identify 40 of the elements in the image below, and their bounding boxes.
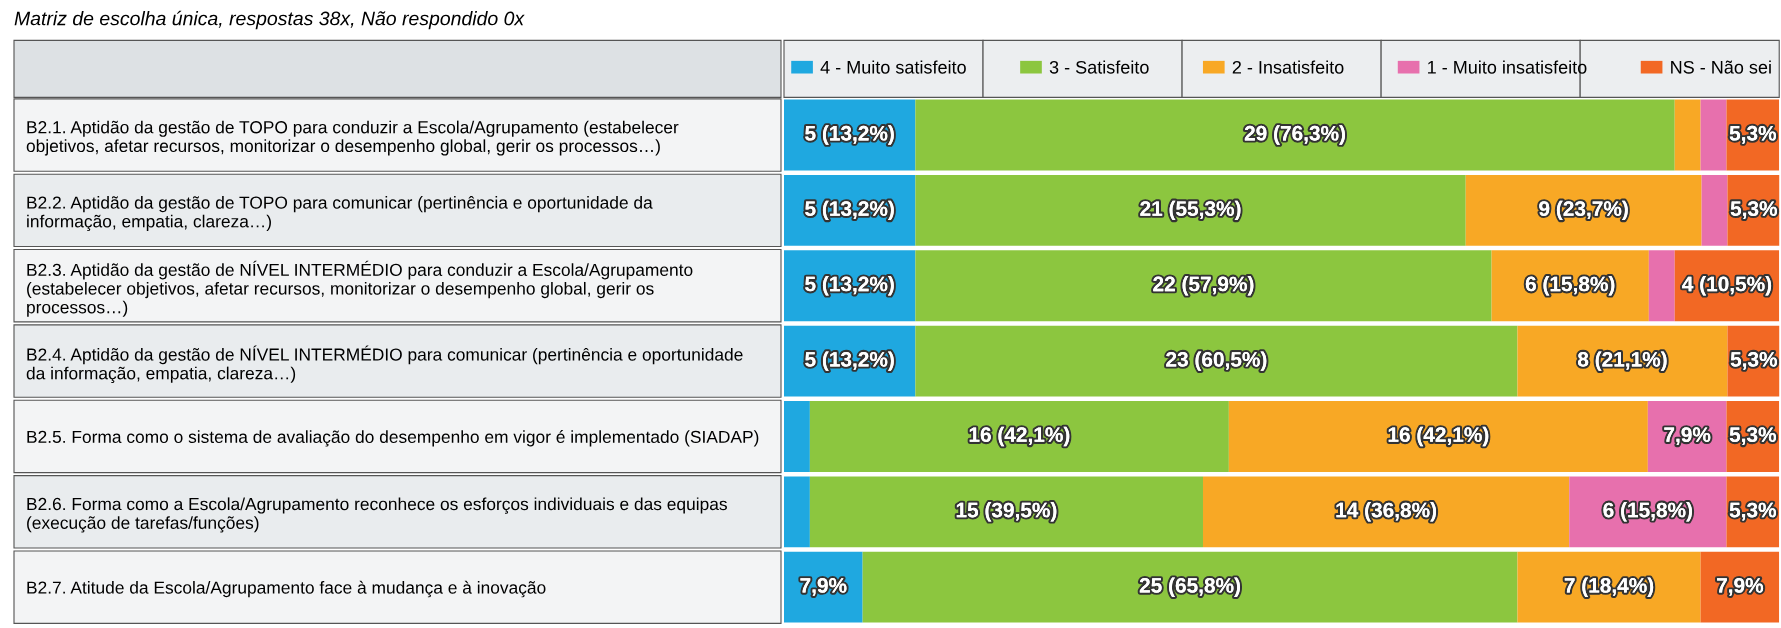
data-label: 5,3% (1729, 502, 1777, 521)
data-label: 6 (15,8%) (1603, 502, 1692, 522)
y-tick-label: B2.4. Aptidão da gestão de NÍVEL INTERMÉDIO para comunicar (pertinência e oportunidade da informação, empatia, clareza…) (26, 345, 743, 383)
data-label: 7,9% (800, 578, 847, 596)
data-label: 7,9% (1664, 427, 1711, 446)
data-label: 23 (60,5%) (1166, 351, 1267, 371)
y-tick-label: B2.1. Aptidão da gestão de TOPO para conduzir a Escola/Agrupamento (estabelecer objetivos, afetar recursos, monitorizar o desempenho global, gerir os processos…) (26, 120, 679, 156)
text: Matriz de escolha única, respostas 38x, Não respondido 0x (14, 10, 525, 30)
legend-label: 2 - Insatisfeito (1232, 60, 1344, 74)
data-label: 5,3% (1729, 125, 1777, 144)
data-label: 25 (65,8%) (1139, 577, 1240, 597)
data-label: 5,3% (1730, 351, 1778, 370)
data-label: 15 (39,5%) (956, 502, 1057, 522)
data-label: 16 (42,1%) (969, 426, 1070, 447)
data-label: 14 (36,8%) (1336, 502, 1437, 522)
data-label: 7,9% (1717, 578, 1764, 596)
data-label: 5,3% (1729, 427, 1777, 446)
data-label: 29 (76,3%) (1244, 125, 1345, 145)
legend-label: 4 - Muito satisfeito (820, 60, 966, 74)
data-label: 5 (13,2%) (805, 200, 894, 221)
legend-label: NS - Não sei (1671, 60, 1771, 74)
data-label: 5,3% (1730, 201, 1778, 219)
y-tick-label: B2.6. Forma como a Escola/Agrupamento reconhece os esforços individuais e das equipas (execução de tarefas/funções) (27, 497, 727, 533)
data-label: 6 (15,8%) (1525, 276, 1615, 296)
y-tick-label: B2.2. Aptidão da gestão de TOPO para comunicar (pertinência e oportunidade da informação, empatia, clareza…) (27, 195, 653, 231)
data-label: 16 (42,1%) (1388, 426, 1489, 447)
data-label: 9 (23,7%) (1539, 200, 1628, 221)
y-tick-label: B2.7. Atitude da Escola/Agrupamento face à mudança e à inovação (27, 580, 546, 598)
data-label: 5 (13,2%) (805, 125, 894, 145)
data-label: 5 (13,2%) (805, 351, 894, 371)
y-tick-label: B2.3. Aptidão da gestão de NÍVEL INTERMÉDIO para conduzir a Escola/Agrupamento (estabelecer objetivos, afetar recursos, monitorizar o desempenho global, gerir os processos…) (27, 260, 693, 317)
data-label: 21 (55,3%) (1140, 200, 1241, 221)
data-label: 4 (10,5%) (1682, 276, 1772, 296)
data-label: 5 (13,2%) (805, 276, 894, 296)
data-label: 7 (18,4%) (1564, 577, 1654, 597)
data-label: 22 (57,9%) (1153, 276, 1254, 296)
y-tick-label: B2.5. Forma como o sistema de avaliação do desempenho em vigor é implementado (SIADAP) (27, 430, 759, 447)
legend-label: 1 - Muito insatisfeito (1428, 60, 1587, 74)
data-label: 8 (21,1%) (1577, 351, 1667, 371)
legend-label: 3 - Satisfeito (1049, 60, 1149, 74)
